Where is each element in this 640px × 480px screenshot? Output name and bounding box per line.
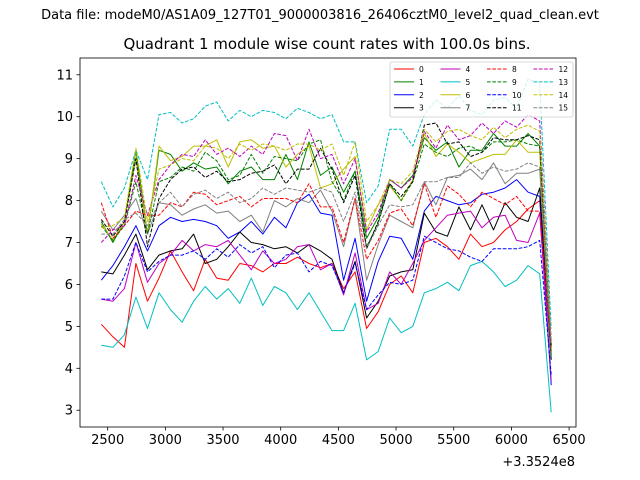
legend-label-12: 12 — [559, 65, 569, 74]
y-tick-label: 7 — [65, 236, 73, 251]
axes: 2500 3000 3500 4000 4500 5000 5500 6000 6500 3 4 5 6… — [56, 57, 586, 448]
x-tick-label: 3000 — [149, 433, 182, 448]
series-line-2 — [100, 179, 552, 386]
legend-label-7: 7 — [466, 104, 471, 113]
series-line-8 — [100, 183, 552, 352]
series-line-3 — [101, 187, 552, 360]
series-line-12 — [100, 114, 552, 342]
legend-label-15: 15 — [559, 104, 569, 113]
y-tick-label: 11 — [56, 68, 73, 83]
legend-label-0: 0 — [419, 65, 424, 74]
x-tick-label: 5000 — [380, 433, 413, 448]
x-tick-label: 2500 — [91, 433, 124, 448]
series-line-15 — [101, 162, 552, 344]
legend-label-9: 9 — [512, 78, 517, 87]
legend-label-6: 6 — [466, 91, 471, 100]
series-group — [100, 78, 552, 413]
legend-label-1: 1 — [419, 78, 424, 87]
y-tick-label: 10 — [56, 110, 73, 125]
legend-label-13: 13 — [559, 78, 569, 87]
x-tick-label: 6500 — [553, 433, 586, 448]
series-line-7 — [100, 162, 552, 356]
series-line-6 — [100, 133, 552, 352]
series-line-5 — [101, 260, 552, 413]
y-tick-label: 3 — [65, 404, 73, 419]
legend-label-14: 14 — [559, 91, 569, 100]
series-line-1 — [100, 133, 552, 348]
series-line-0 — [100, 200, 552, 348]
y-tick-label: 9 — [65, 152, 73, 167]
x-axis-offset-label: +3.3524e8 — [502, 455, 575, 470]
data-file-label: Data file: modeM0/AS1A09_127T01_90000038… — [41, 8, 599, 23]
legend-label-8: 8 — [512, 65, 517, 74]
x-tick-label: 4500 — [322, 433, 355, 448]
series-line-11 — [100, 122, 552, 346]
x-tick-label: 5500 — [437, 433, 470, 448]
legend-label-2: 2 — [419, 91, 424, 100]
legend-label-3: 3 — [419, 104, 424, 113]
legend-label-10: 10 — [512, 91, 522, 100]
legend-label-5: 5 — [466, 78, 471, 87]
legend-label-4: 4 — [466, 65, 471, 74]
y-tick-label: 6 — [65, 278, 73, 293]
x-tick-label: 3500 — [206, 433, 239, 448]
x-tick-label: 4000 — [264, 433, 297, 448]
series-line-10 — [101, 235, 552, 375]
y-tick-label: 5 — [65, 320, 73, 335]
chart-title: Quadrant 1 module wise count rates with … — [123, 35, 530, 53]
x-tick-label: 6000 — [495, 433, 528, 448]
series-line-14 — [101, 124, 552, 344]
y-tick-label: 8 — [65, 194, 73, 209]
series-line-4 — [101, 210, 552, 381]
y-tick-label: 4 — [65, 362, 73, 377]
plot-area — [100, 78, 552, 413]
legend-label-11: 11 — [512, 104, 522, 113]
series-line-9 — [100, 139, 552, 356]
legend-box — [389, 61, 574, 118]
